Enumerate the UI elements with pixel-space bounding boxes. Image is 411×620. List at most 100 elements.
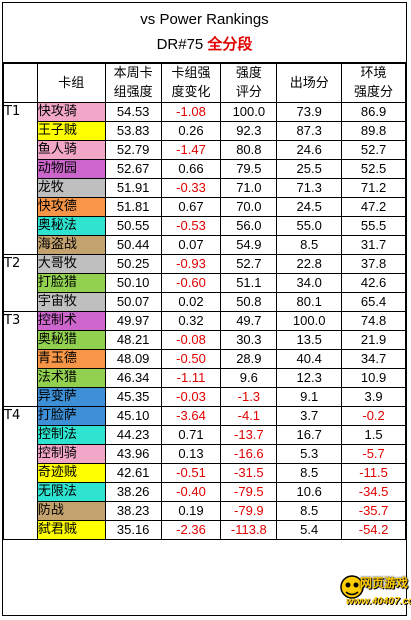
deck-name: 控制法 (36, 425, 106, 445)
play-rate: 100.0 (276, 311, 343, 331)
table-row: 控制骑 43.96 0.13 -16.6 5.3 -5.7 (4, 444, 406, 464)
table-row: 无限法 38.26 -0.40 -79.5 10.6 -34.5 (4, 482, 406, 502)
env-strength: 52.7 (341, 140, 406, 160)
table-row: 动物园 52.67 0.66 79.5 25.5 52.5 (4, 159, 406, 179)
week-strength: 45.35 (104, 387, 162, 407)
play-rate: 9.1 (276, 387, 343, 407)
week-strength: 49.97 (104, 311, 162, 331)
header-tier (3, 63, 38, 103)
env-strength: 89.8 (341, 121, 406, 141)
play-rate: 13.5 (276, 330, 343, 350)
subtitle-highlight: 全分段 (207, 35, 253, 53)
header-row: 卡组 本周卡 组强度 卡组强 度变化 强度 评分 出场分 环境 强度分 (3, 63, 406, 103)
table-row: 鱼人骑 52.79 -1.47 80.8 24.6 52.7 (4, 140, 406, 160)
strength-change: -0.33 (160, 178, 222, 198)
table-row: 异变萨 45.35 -0.03 -1.3 9.1 3.9 (4, 387, 406, 407)
env-strength: 47.2 (341, 197, 406, 217)
strength-change: -1.11 (160, 368, 222, 388)
env-strength: -35.7 (341, 501, 406, 521)
week-strength: 51.91 (104, 178, 162, 198)
play-rate: 10.6 (276, 482, 343, 502)
env-strength: 10.9 (341, 368, 406, 388)
strength-change: -1.47 (160, 140, 222, 160)
week-strength: 54.53 (104, 102, 162, 122)
deck-name: 弑君贼 (36, 520, 106, 540)
deck-name: 海盗战 (36, 235, 106, 255)
strength-score: 51.1 (220, 273, 278, 293)
env-strength: 86.9 (341, 102, 406, 122)
header-env-strength: 环境 强度分 (341, 63, 406, 103)
strength-score: -113.8 (220, 520, 278, 540)
week-strength: 38.26 (104, 482, 162, 502)
strength-score: -1.3 (220, 387, 278, 407)
deck-name: 防战 (36, 501, 106, 521)
table-row: 打脸猎 50.10 -0.60 51.1 34.0 42.6 (4, 273, 406, 293)
table-row: 奥秘法 50.55 -0.53 56.0 55.0 55.5 (4, 216, 406, 236)
play-rate: 5.4 (276, 520, 343, 540)
env-strength: 34.7 (341, 349, 406, 369)
play-rate: 22.8 (276, 254, 343, 274)
deck-name: 打脸萨 (36, 406, 106, 426)
strength-score: 50.8 (220, 292, 278, 312)
strength-score: 54.9 (220, 235, 278, 255)
header-week-strength: 本周卡 组强度 (104, 63, 162, 103)
env-strength: 71.2 (341, 178, 406, 198)
strength-change: -0.53 (160, 216, 222, 236)
table-row: 防战 38.23 0.19 -79.9 8.5 -35.7 (4, 501, 406, 521)
strength-score: 70.0 (220, 197, 278, 217)
table-row: T4 打脸萨 45.10 -3.64 -4.1 3.7 -0.2 (3, 406, 406, 540)
strength-change: 0.71 (160, 425, 222, 445)
strength-change: 0.26 (160, 121, 222, 141)
week-strength: 44.23 (104, 425, 162, 445)
strength-change: -1.08 (160, 102, 222, 122)
play-rate: 8.5 (276, 463, 343, 483)
play-rate: 55.0 (276, 216, 343, 236)
deck-name: 法术猎 (36, 368, 106, 388)
strength-change: 0.07 (160, 235, 222, 255)
play-rate: 8.5 (276, 235, 343, 255)
header-strength-score: 强度 评分 (220, 63, 278, 103)
watermark-logo-icon (340, 575, 364, 599)
strength-change: -0.50 (160, 349, 222, 369)
deck-name: 青玉德 (36, 349, 106, 369)
deck-name: 鱼人骑 (36, 140, 106, 160)
page-title: vs Power Rankings (140, 11, 269, 28)
play-rate: 8.5 (276, 501, 343, 521)
table-row: T2 大哥牧 50.25 -0.93 52.7 22.8 37.8 (3, 254, 406, 312)
header-deck: 卡组 (36, 63, 106, 103)
strength-score: 9.6 (220, 368, 278, 388)
tier-label: T2 (3, 254, 38, 312)
table-row: 奇迹贼 42.61 -0.51 -31.5 8.5 -11.5 (4, 463, 406, 483)
table-row: T3 控制术 49.97 0.32 49.7 100.0 74.8 (3, 311, 406, 407)
table-row: 奥秘猎 48.21 -0.08 30.3 13.5 21.9 (4, 330, 406, 350)
tier-label: T1 (3, 102, 38, 255)
strength-score: -13.7 (220, 425, 278, 445)
deck-name: 无限法 (36, 482, 106, 502)
play-rate: 87.3 (276, 121, 343, 141)
week-strength: 46.34 (104, 368, 162, 388)
play-rate: 34.0 (276, 273, 343, 293)
week-strength: 43.96 (104, 444, 162, 464)
strength-score: 79.5 (220, 159, 278, 179)
play-rate: 24.5 (276, 197, 343, 217)
rankings-table: 卡组 本周卡 组强度 卡组强 度变化 强度 评分 出场分 环境 强度分 T1 快攻… (3, 63, 406, 540)
week-strength: 50.07 (104, 292, 162, 312)
deck-name: 宇宙牧 (36, 292, 106, 312)
strength-change: 0.19 (160, 501, 222, 521)
play-rate: 3.7 (276, 406, 343, 426)
strength-change: -0.60 (160, 273, 222, 293)
strength-change: -0.51 (160, 463, 222, 483)
header-play-rate: 出场分 (276, 63, 343, 103)
env-strength: 37.8 (341, 254, 406, 274)
table-row: 海盗战 50.44 0.07 54.9 8.5 31.7 (4, 235, 406, 255)
strength-score: -79.5 (220, 482, 278, 502)
env-strength: -34.5 (341, 482, 406, 502)
strength-score: 92.3 (220, 121, 278, 141)
play-rate: 71.3 (276, 178, 343, 198)
week-strength: 35.16 (104, 520, 162, 540)
week-strength: 42.61 (104, 463, 162, 483)
env-strength: 3.9 (341, 387, 406, 407)
strength-change: 0.13 (160, 444, 222, 464)
strength-change: 0.66 (160, 159, 222, 179)
play-rate: 80.1 (276, 292, 343, 312)
